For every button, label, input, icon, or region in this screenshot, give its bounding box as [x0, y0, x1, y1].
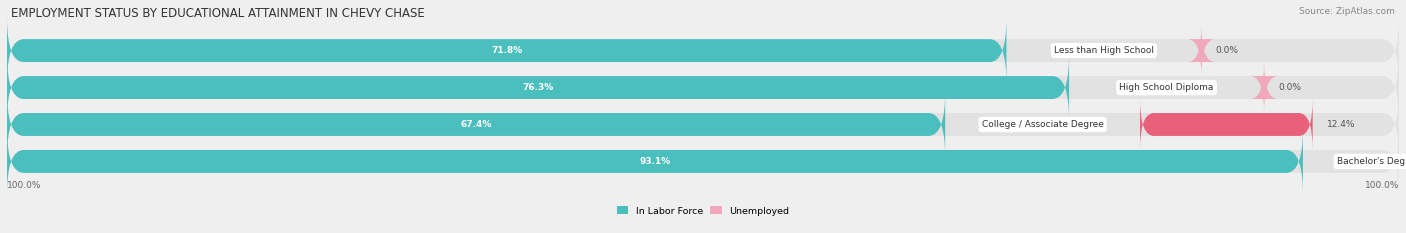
FancyBboxPatch shape	[7, 18, 1007, 83]
Text: 76.3%: 76.3%	[523, 83, 554, 92]
FancyBboxPatch shape	[7, 129, 1399, 194]
Text: 67.4%: 67.4%	[460, 120, 492, 129]
Text: 0.0%: 0.0%	[1215, 46, 1239, 55]
FancyBboxPatch shape	[1250, 62, 1278, 113]
Text: High School Diploma: High School Diploma	[1119, 83, 1213, 92]
Text: 100.0%: 100.0%	[1364, 181, 1399, 190]
FancyBboxPatch shape	[1188, 25, 1215, 76]
Text: 71.8%: 71.8%	[491, 46, 523, 55]
Legend: In Labor Force, Unemployed: In Labor Force, Unemployed	[613, 203, 793, 219]
Text: 93.1%: 93.1%	[640, 157, 671, 166]
Text: EMPLOYMENT STATUS BY EDUCATIONAL ATTAINMENT IN CHEVY CHASE: EMPLOYMENT STATUS BY EDUCATIONAL ATTAINM…	[11, 7, 425, 20]
FancyBboxPatch shape	[7, 129, 1303, 194]
Text: Less than High School: Less than High School	[1054, 46, 1154, 55]
Text: 100.0%: 100.0%	[7, 181, 42, 190]
FancyBboxPatch shape	[7, 92, 1399, 157]
Text: Source: ZipAtlas.com: Source: ZipAtlas.com	[1299, 7, 1395, 16]
FancyBboxPatch shape	[7, 92, 945, 157]
Text: 12.4%: 12.4%	[1327, 120, 1355, 129]
Text: College / Associate Degree: College / Associate Degree	[981, 120, 1104, 129]
Text: Bachelor's Degree or higher: Bachelor's Degree or higher	[1337, 157, 1406, 166]
FancyBboxPatch shape	[1140, 99, 1313, 150]
Text: 0.0%: 0.0%	[1278, 83, 1301, 92]
FancyBboxPatch shape	[7, 55, 1399, 120]
FancyBboxPatch shape	[7, 18, 1399, 83]
FancyBboxPatch shape	[7, 55, 1069, 120]
